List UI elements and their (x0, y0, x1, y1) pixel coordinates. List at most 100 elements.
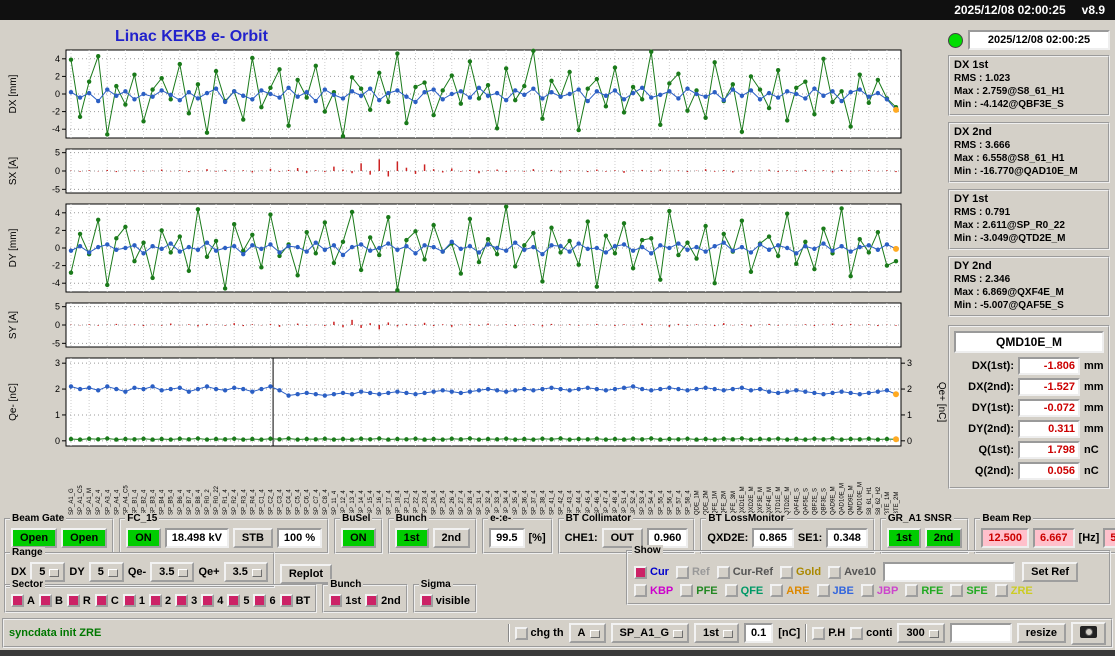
checkbox-indicator[interactable] (148, 594, 162, 607)
show-ave10-checkbox[interactable]: Ave10 (828, 565, 876, 579)
busel-on-button[interactable]: ON (341, 528, 376, 548)
show-are-checkbox[interactable]: ARE (770, 584, 810, 597)
checkbox-indicator[interactable] (175, 594, 189, 607)
ref-file-input[interactable] (883, 562, 1016, 582)
show-jbp-checkbox[interactable]: JBP (860, 584, 898, 597)
checkbox-indicator[interactable] (828, 565, 842, 579)
bunch-2nd-checkbox[interactable]: 2nd (365, 594, 401, 607)
sector-checkbox-2[interactable]: 2 (148, 594, 171, 607)
fc15-stb-button[interactable]: STB (232, 528, 273, 548)
show-cur-checkbox[interactable]: Cur (634, 565, 669, 579)
checkbox-indicator[interactable] (514, 626, 528, 640)
sector-checkbox-bt[interactable]: BT (279, 594, 310, 607)
resize-button[interactable]: resize (1016, 623, 1066, 643)
replot-button[interactable]: Replot (279, 564, 333, 584)
threshold-field[interactable]: 0.1 (743, 623, 774, 643)
fc15-on-button[interactable]: ON (126, 528, 161, 548)
sector-checkbox-6[interactable]: 6 (253, 594, 276, 607)
checkbox-indicator[interactable] (780, 565, 794, 579)
show-jbe-checkbox[interactable]: JBE (816, 584, 854, 597)
range-dx-dropdown[interactable]: 5 (30, 562, 66, 582)
sector-checkbox-c[interactable]: C (94, 594, 119, 607)
range-dy-dropdown[interactable]: 5 (88, 562, 124, 582)
set-ref-button[interactable]: Set Ref (1022, 562, 1079, 582)
checkbox-indicator[interactable] (227, 594, 241, 607)
checkbox-indicator[interactable] (329, 594, 343, 607)
checkbox-indicator[interactable] (253, 594, 267, 607)
sector-checkbox-a[interactable]: A (11, 594, 35, 607)
sector-select-dropdown[interactable]: A (568, 623, 606, 643)
checkbox-indicator[interactable] (950, 584, 964, 597)
fc15-percent-field[interactable]: 100 % (276, 528, 323, 548)
ee-ratio-field[interactable]: 99.5 (489, 528, 525, 548)
checkbox-indicator[interactable] (994, 584, 1008, 597)
checkbox-indicator[interactable] (716, 565, 730, 579)
show-rfe-checkbox[interactable]: RFE (905, 584, 943, 597)
qxd2e-value-field[interactable]: 0.865 (752, 528, 794, 548)
bpm-value-label: DY(2nd): (968, 423, 1014, 435)
show-ref-checkbox[interactable]: Ref (675, 565, 710, 579)
range-qe-plus-dropdown[interactable]: 3.5 (223, 562, 268, 582)
conti-checkbox[interactable]: conti (850, 626, 892, 640)
show-kbp-checkbox[interactable]: KBP (634, 584, 673, 597)
se1-label: SE1: (797, 532, 823, 544)
checkbox-indicator[interactable] (201, 594, 215, 607)
bt-collimator-group: BT Collimator CHE1: OUT 0.960 (557, 513, 696, 554)
gr-snsr-2nd-button[interactable]: 2nd (924, 528, 963, 548)
svg-text:S8_62_H2: S8_62_H2 (876, 486, 882, 515)
bunch-1st-checkbox[interactable]: 1st (329, 594, 361, 607)
sector-checkbox-r[interactable]: R (66, 594, 91, 607)
checkbox-indicator[interactable] (675, 565, 689, 579)
checkbox-indicator[interactable] (94, 594, 108, 607)
sigma-visible-checkbox[interactable]: visible (419, 594, 470, 607)
sector-checkbox-4[interactable]: 4 (201, 594, 223, 607)
beam-gate-open-button-1[interactable]: Open (11, 528, 58, 548)
checkbox-indicator[interactable] (634, 565, 647, 579)
checkbox-indicator[interactable] (122, 594, 136, 607)
checkbox-indicator[interactable] (365, 594, 379, 607)
fc15-kv-field[interactable]: 18.498 kV (164, 528, 229, 548)
checkbox-indicator[interactable] (850, 626, 864, 640)
show-sfe-checkbox[interactable]: SFE (950, 584, 988, 597)
range-qe-minus-dropdown[interactable]: 3.5 (150, 562, 195, 582)
svg-text:SP_A1_C5: SP_A1_C5 (78, 485, 84, 515)
sector-checkbox-5[interactable]: 5 (227, 594, 249, 607)
statusbar-entry[interactable] (949, 623, 1012, 643)
ph-checkbox[interactable]: P.H (812, 626, 845, 640)
bunch-2nd-button[interactable]: 2nd (432, 528, 471, 548)
checkbox-indicator[interactable] (419, 594, 433, 607)
show-qfe-checkbox[interactable]: QFE (724, 584, 763, 597)
checkbox-indicator[interactable] (816, 584, 830, 597)
che1-value-field[interactable]: 0.960 (646, 528, 689, 548)
show-cur-ref-checkbox[interactable]: Cur-Ref (716, 565, 773, 579)
checkbox-indicator[interactable] (812, 626, 826, 640)
se1-value-field[interactable]: 0.348 (826, 528, 868, 548)
chg-th-checkbox[interactable]: chg th (514, 626, 564, 640)
bpm-select-dropdown[interactable]: SP_A1_G (610, 623, 690, 643)
sector-checkbox-b[interactable]: B (38, 594, 63, 607)
show-pfe-checkbox[interactable]: PFE (680, 584, 718, 597)
bunch-select-dropdown[interactable]: 1st (694, 623, 739, 643)
show-zre-checkbox[interactable]: ZRE (994, 584, 1033, 597)
show-gold-checkbox[interactable]: Gold (780, 565, 821, 579)
bunch-1st-button[interactable]: 1st (394, 528, 429, 548)
che1-out-button[interactable]: OUT (601, 528, 643, 548)
gr-snsr-1st-button[interactable]: 1st (886, 528, 921, 548)
checkbox-indicator[interactable] (279, 594, 293, 607)
checkbox-indicator[interactable] (66, 594, 80, 607)
checkbox-indicator[interactable] (634, 584, 647, 597)
svg-text:DY [mm]: DY [mm] (8, 228, 19, 267)
sector-checkbox-3[interactable]: 3 (175, 594, 197, 607)
snapshot-button[interactable] (1071, 621, 1106, 645)
sector-checkbox-1[interactable]: 1 (122, 594, 145, 607)
checkbox-indicator[interactable] (724, 584, 738, 597)
checkbox-indicator[interactable] (38, 594, 52, 607)
checkbox-indicator[interactable] (905, 584, 919, 597)
interval-dropdown[interactable]: 300 (897, 623, 945, 643)
checkbox-indicator[interactable] (860, 584, 874, 597)
checkbox-indicator[interactable] (770, 584, 784, 597)
beam-gate-open-button-2[interactable]: Open (61, 528, 108, 548)
checkbox-indicator[interactable] (11, 594, 24, 607)
svg-text:0: 0 (55, 320, 60, 330)
checkbox-indicator[interactable] (680, 584, 694, 597)
